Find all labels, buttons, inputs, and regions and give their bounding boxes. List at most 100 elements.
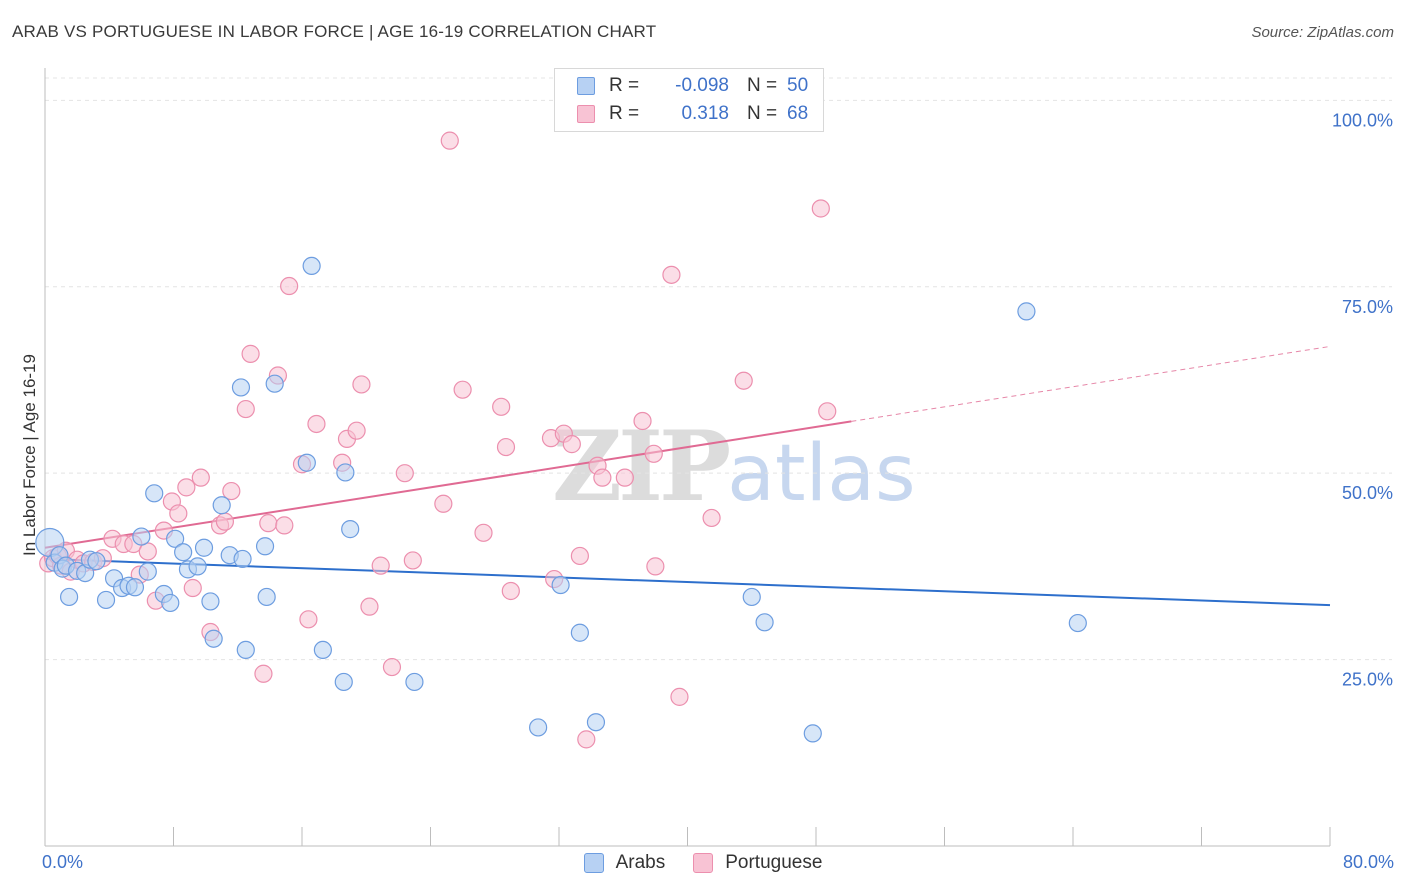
arab-point — [87, 552, 106, 571]
axes — [44, 68, 1331, 847]
arab-point — [336, 463, 355, 482]
portuguese-point — [496, 437, 516, 457]
arab-point — [570, 623, 589, 642]
arab-points — [35, 256, 1087, 743]
portuguese-point — [371, 556, 390, 575]
n-value: 50 — [787, 75, 809, 96]
portuguese-point — [395, 464, 414, 483]
n-label: N = — [747, 103, 778, 124]
arab-point — [201, 592, 220, 611]
portuguese-point — [646, 557, 665, 576]
portuguese-point — [254, 664, 273, 683]
legend: Arabs Portuguese — [0, 852, 1406, 874]
arabs-swatch — [577, 77, 595, 95]
arab-point — [529, 718, 548, 737]
arab-point — [96, 590, 116, 610]
y-axis-label: In Labor Force | Age 16-19 — [20, 354, 39, 556]
portuguese-point — [280, 276, 299, 296]
r-label: R = — [609, 75, 640, 96]
arab-point — [138, 562, 157, 581]
legend-label-arabs: Arabs — [615, 852, 666, 873]
portuguese-point — [191, 468, 210, 487]
arab-point — [194, 538, 214, 557]
arab-point — [265, 374, 284, 393]
portuguese-point — [169, 504, 188, 523]
portuguese-point — [644, 444, 663, 463]
r-value: 0.318 — [681, 103, 729, 124]
arab-point — [255, 537, 275, 556]
arab-point — [803, 724, 822, 743]
portuguese-point — [474, 523, 493, 542]
legend-item-portuguese[interactable]: Portuguese — [693, 852, 822, 874]
n-value: 68 — [787, 103, 809, 124]
arab-point — [212, 496, 231, 515]
portuguese-point — [633, 411, 652, 431]
portuguese-point — [434, 494, 453, 513]
y-tick-labels: 25.0% 50.0% 75.0% 100.0% — [1332, 110, 1393, 689]
correlation-stats: R = -0.098 N = 50 R = 0.318 N = 68 — [554, 68, 824, 132]
arab-point — [161, 593, 180, 613]
portuguese-point — [299, 610, 318, 629]
y-tick-label-100: 100.0% — [1332, 110, 1393, 130]
x-tick-label-min: 0.0% — [42, 852, 84, 872]
portuguese-point — [702, 508, 721, 528]
y-tick-label-75: 75.0% — [1342, 297, 1393, 317]
source-credit: Source: ZipAtlas.com — [1251, 24, 1394, 41]
portuguese-point — [562, 435, 581, 454]
portuguese-trend-line — [44, 420, 852, 549]
portuguese-point — [183, 578, 202, 598]
r-label: R = — [609, 103, 640, 124]
legend-item-arabs[interactable]: Arabs — [583, 852, 666, 874]
portuguese-point — [670, 687, 689, 706]
arab-point — [405, 672, 424, 692]
portuguese-point — [307, 414, 326, 434]
portuguese-swatch — [577, 105, 595, 123]
portuguese-trend — [44, 345, 1331, 549]
portuguese-point — [360, 597, 379, 616]
portuguese-point — [811, 199, 830, 218]
portuguese-point — [662, 265, 681, 284]
arab-point — [125, 578, 145, 597]
portuguese-points — [39, 131, 837, 749]
arab-point — [297, 453, 316, 472]
arab-point — [334, 672, 353, 692]
portuguese-swatch — [693, 853, 714, 873]
portuguese-point — [593, 468, 612, 487]
arab-point — [231, 378, 251, 397]
portuguese-point — [382, 657, 402, 677]
portuguese-point — [352, 375, 371, 394]
arab-point — [313, 640, 332, 659]
portuguese-point — [615, 468, 634, 487]
arab-point — [236, 640, 255, 659]
portuguese-point — [275, 516, 294, 535]
y-tick-label-50: 50.0% — [1342, 483, 1393, 503]
arab-point — [132, 527, 151, 546]
portuguese-point — [492, 397, 511, 416]
arab-point — [188, 557, 207, 576]
portuguese-point — [453, 380, 472, 399]
portuguese-point — [347, 421, 366, 440]
r-value: -0.098 — [675, 75, 729, 96]
arab-point — [755, 613, 774, 632]
portuguese-point — [236, 399, 255, 419]
n-label: N = — [747, 75, 778, 96]
portuguese-point — [501, 581, 520, 601]
y-tick-label-25: 25.0% — [1342, 670, 1393, 690]
arab-point — [204, 629, 223, 648]
x-tick-label-max: 80.0% — [1342, 852, 1394, 872]
portuguese-point — [177, 478, 196, 497]
arab-point — [1068, 613, 1087, 633]
arab-point — [302, 256, 321, 275]
chart-title: ARAB VS PORTUGUESE IN LABOR FORCE | AGE … — [12, 22, 657, 41]
arab-trend — [44, 557, 1331, 607]
portuguese-point — [222, 481, 241, 501]
portuguese-point — [570, 546, 589, 566]
arab-point — [257, 587, 276, 607]
portuguese-point — [734, 371, 753, 390]
stats-row-portuguese: R = 0.318 N = 68 — [577, 101, 808, 127]
arab-point — [551, 575, 570, 595]
arab-point — [145, 484, 164, 503]
arab-point — [174, 543, 193, 562]
portuguese-trend-extension — [851, 345, 1331, 422]
arab-point — [742, 587, 761, 607]
